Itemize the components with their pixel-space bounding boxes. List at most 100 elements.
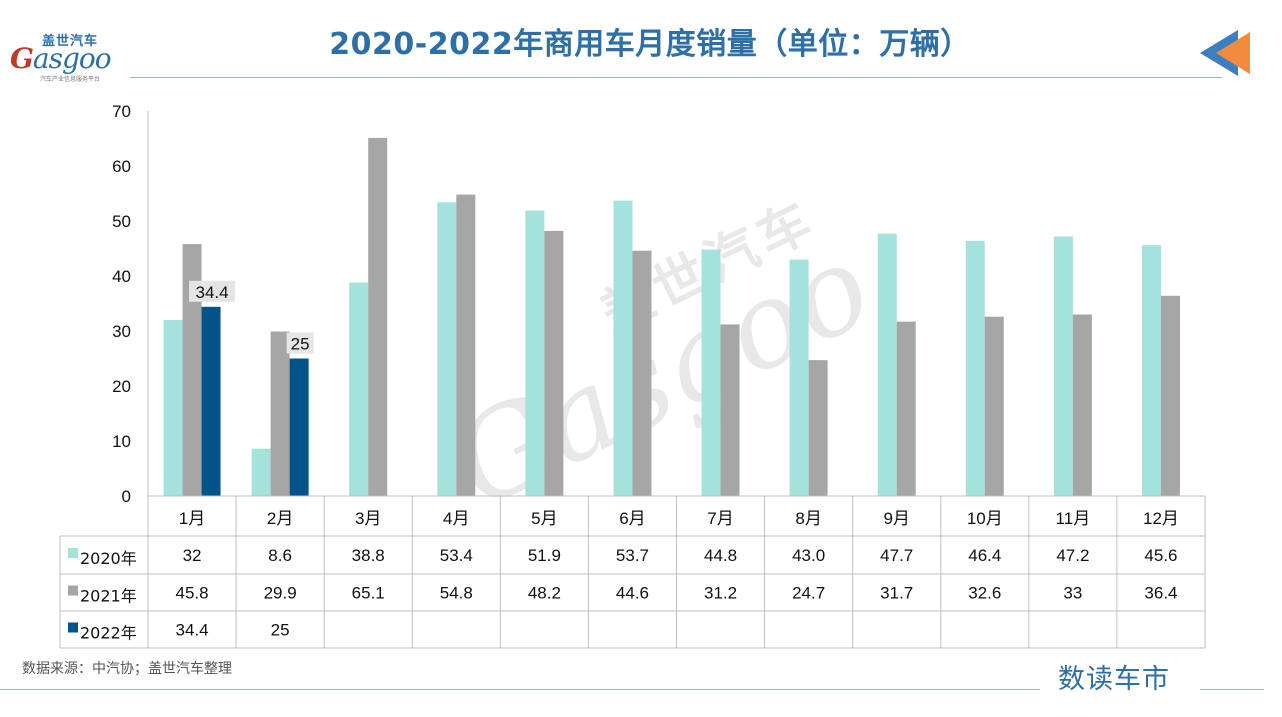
data-source: 数据来源：中汽协；盖世汽车整理 [22,661,232,677]
x-tick-label: 10月 [967,509,1003,528]
bar-2020年 [251,448,271,496]
table-cell: 33 [1063,584,1082,603]
logo-chinese-text: 盖世汽车 [42,34,99,49]
table-cell: 45.6 [1144,546,1177,565]
y-tick-label: 60 [112,157,131,176]
bars [163,137,1180,497]
bar-2020年 [437,202,457,497]
bar-2021年 [1072,314,1092,496]
table-cell: 65.1 [352,584,385,603]
table-cell: 44.6 [616,584,649,603]
footer-divider-right [1200,689,1264,690]
x-tick-label: 4月 [443,509,469,528]
x-tick-label: 9月 [883,509,909,528]
table-cell: 45.8 [175,584,208,603]
x-tick-label: 5月 [531,509,557,528]
table-cell: 34.4 [175,621,208,640]
legend-swatch [68,622,78,633]
table-cell: 54.8 [440,584,473,603]
bar-2021年 [1160,295,1180,496]
bar-2020年 [877,233,897,496]
table-cell: 51.9 [528,546,561,565]
legend-swatch [68,585,78,596]
footer-divider-left [0,689,1040,690]
table-cell: 48.2 [528,584,561,603]
bar-2021年 [270,331,290,496]
table-cell: 53.4 [440,546,473,565]
brand-mark: 数读车市 [1058,664,1170,695]
bar-2021年 [182,244,202,496]
bar-2021年 [984,316,1004,496]
axes: 0 10 20 30 40 50 60 70 [112,102,149,506]
data-label: 25 [291,335,310,354]
table-cell: 32 [183,546,202,565]
bar-2021年 [544,230,564,496]
logo-rest: asgoo [32,42,112,75]
legend-label: 2020年 [80,549,137,568]
bar-2020年 [1053,236,1073,496]
data-labels: 34.4 25 [189,280,314,354]
bar-2020年 [789,259,809,496]
y-tick-label: 30 [112,322,131,341]
page-title: 2020-2022年商用车月度销量（单位：万辆） [329,27,971,62]
table-cell: 25 [271,621,290,640]
bar-2021年 [368,137,388,496]
legend-label: 2022年 [80,624,137,643]
y-tick-label: 10 [112,432,131,451]
bar-2020年 [525,210,545,497]
table-cell: 31.2 [704,584,737,603]
data-label-bg [189,280,236,302]
title-divider [130,77,1222,78]
data-label-bg [286,332,314,354]
logo-english-text: Gasgoo [10,42,112,75]
table-cell: 8.6 [268,546,292,565]
legend-swatch [68,548,78,558]
table-cell: 43.0 [792,546,825,565]
y-tick-label: 50 [112,212,131,231]
x-tick-label: 6月 [619,509,645,528]
data-label: 34.4 [195,283,228,302]
bar-2021年 [632,250,652,496]
table-cell: 47.2 [1056,546,1089,565]
logo-tagline: 汽车产业信息服务平台 [40,76,101,83]
bar-2022年 [289,358,309,496]
bar-2020年 [1141,245,1161,496]
legend-label: 2021年 [80,587,137,606]
x-tick-label: 8月 [795,509,821,528]
x-tick-label: 1月 [179,509,205,528]
bar-2021年 [808,360,828,496]
bar-2020年 [965,240,985,496]
table-cell: 31.7 [880,584,913,603]
data-table: 1月 2月 3月 4月 5月 6月 7月 8月 9月 10月 11月 12月 2020年 32 8.6 38.… [59,495,1206,649]
x-tick-label: 2月 [267,509,293,528]
table-cell: 38.8 [352,546,385,565]
corner-arrow-icon [1200,30,1250,76]
table-cell: 46.4 [968,546,1001,565]
y-tick-label: 20 [112,377,131,396]
bar-2021年 [456,194,476,496]
bar-2020年 [613,200,633,496]
table-cell: 47.7 [880,546,913,565]
table-cell: 53.7 [616,546,649,565]
y-tick-label: 40 [112,267,131,286]
x-tick-label: 3月 [355,509,381,528]
table-cell: 24.7 [792,584,825,603]
x-tick-label: 11月 [1056,509,1091,528]
bar-2021年 [720,324,740,496]
bar-2020年 [163,320,183,496]
table-cell: 44.8 [704,546,737,565]
table-cell: 36.4 [1144,584,1177,603]
x-tick-label: 7月 [707,509,733,528]
logo-initial: G [10,42,34,75]
bar-2021年 [896,321,916,496]
x-tick-label: 12月 [1143,509,1179,528]
table-cell: 32.6 [968,584,1001,603]
y-tick-label: 70 [112,102,131,121]
y-tick-label: 0 [122,487,131,506]
bar-2020年 [349,282,369,496]
bar-2020年 [701,249,721,496]
bar-2022年 [201,306,221,496]
table-cell: 29.9 [264,584,297,603]
gasgoo-logo: 盖世汽车 Gasgoo 汽车产业信息服务平台 [8,30,123,83]
